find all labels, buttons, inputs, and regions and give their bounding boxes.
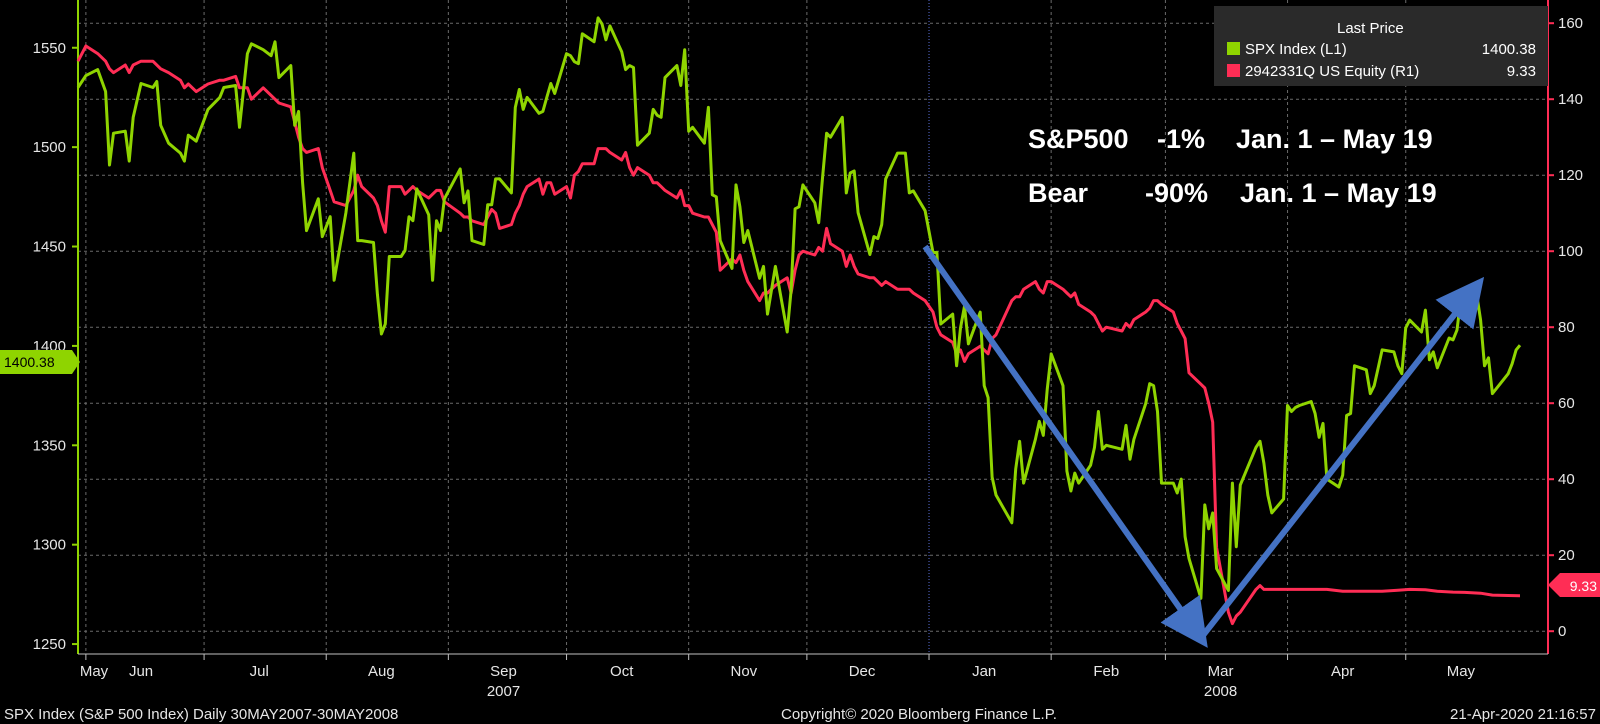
legend-header: Last Price bbox=[1337, 20, 1404, 37]
annotation-sp500-change: -1% bbox=[1157, 124, 1205, 154]
x-tick-label: Aug bbox=[368, 663, 395, 680]
annotation-sp500-period: Jan. 1 – May 19 bbox=[1236, 124, 1433, 154]
x-tick-label: May bbox=[80, 663, 109, 680]
series-layer bbox=[76, 16, 1522, 626]
right-tick-label: 60 bbox=[1558, 395, 1575, 412]
legend-value-spx: 1400.38 bbox=[1482, 41, 1536, 58]
right-tick-label: 100 bbox=[1558, 243, 1583, 260]
x-year-label: 2008 bbox=[1204, 683, 1237, 700]
left-tick-label: 1250 bbox=[33, 636, 66, 653]
last-value-tag-left: 1400.38 bbox=[0, 350, 80, 374]
legend-swatch-equity bbox=[1227, 64, 1240, 77]
right-tick-label: 120 bbox=[1558, 167, 1583, 184]
legend-box: Last Price SPX Index (L1) 1400.38 294233… bbox=[1214, 6, 1548, 86]
x-tick-label: Oct bbox=[610, 663, 634, 680]
arrow-layer bbox=[922, 244, 1485, 648]
right-tick-label: 80 bbox=[1558, 319, 1575, 336]
footer-left: SPX Index (S&P 500 Index) Daily 30MAY200… bbox=[4, 706, 398, 723]
footer-right: 21-Apr-2020 21:16:57 bbox=[1450, 706, 1596, 723]
annotation-bear-change: -90% bbox=[1145, 178, 1208, 208]
x-tick-label: Jan bbox=[972, 663, 996, 680]
x-tick-label: Jul bbox=[250, 663, 269, 680]
equity-series-line bbox=[76, 44, 1521, 626]
last-value-right-text: 9.33 bbox=[1570, 578, 1597, 594]
x-year-label: 2007 bbox=[487, 683, 520, 700]
right-tick-label: 40 bbox=[1558, 471, 1575, 488]
footer-center: Copyright© 2020 Bloomberg Finance L.P. bbox=[781, 706, 1057, 723]
down-trend-arrow bbox=[922, 244, 1208, 648]
left-tick-label: 1500 bbox=[33, 139, 66, 156]
x-tick-label: Dec bbox=[849, 663, 876, 680]
left-tick-label: 1450 bbox=[33, 239, 66, 256]
x-tick-label: Nov bbox=[730, 663, 757, 680]
axis-layer: 0204060801001201401601250130013501400145… bbox=[33, 0, 1583, 700]
up-trend-arrow bbox=[1198, 276, 1485, 640]
left-tick-label: 1350 bbox=[33, 437, 66, 454]
x-tick-label: Mar bbox=[1208, 663, 1234, 680]
x-tick-label: Feb bbox=[1093, 663, 1119, 680]
right-tick-label: 0 bbox=[1558, 623, 1566, 640]
right-tick-label: 20 bbox=[1558, 547, 1575, 564]
spx-series-line bbox=[76, 16, 1522, 600]
left-tick-label: 1550 bbox=[33, 40, 66, 57]
legend-value-equity: 9.33 bbox=[1507, 63, 1536, 80]
annotation-block: S&P500 -1% Jan. 1 – May 19 Bear -90% Jan… bbox=[1028, 124, 1437, 208]
last-value-left-text: 1400.38 bbox=[4, 354, 55, 370]
x-tick-label: Jun bbox=[129, 663, 153, 680]
right-tick-label: 160 bbox=[1558, 15, 1583, 32]
right-tick-label: 140 bbox=[1558, 91, 1583, 108]
annotation-bear-period: Jan. 1 – May 19 bbox=[1240, 178, 1437, 208]
left-tick-label: 1300 bbox=[33, 537, 66, 554]
x-tick-label: May bbox=[1447, 663, 1476, 680]
annotation-bear-label: Bear bbox=[1028, 178, 1089, 208]
x-tick-label: Sep bbox=[490, 663, 517, 680]
legend-entry-equity: 2942331Q US Equity (R1) bbox=[1245, 63, 1419, 80]
last-value-tag-right: 9.33 bbox=[1548, 573, 1600, 597]
legend-swatch-spx bbox=[1227, 42, 1240, 55]
x-tick-label: Apr bbox=[1331, 663, 1354, 680]
annotation-sp500-label: S&P500 bbox=[1028, 124, 1129, 154]
grid-layer bbox=[78, 0, 1548, 654]
legend-entry-spx: SPX Index (L1) bbox=[1245, 41, 1347, 58]
